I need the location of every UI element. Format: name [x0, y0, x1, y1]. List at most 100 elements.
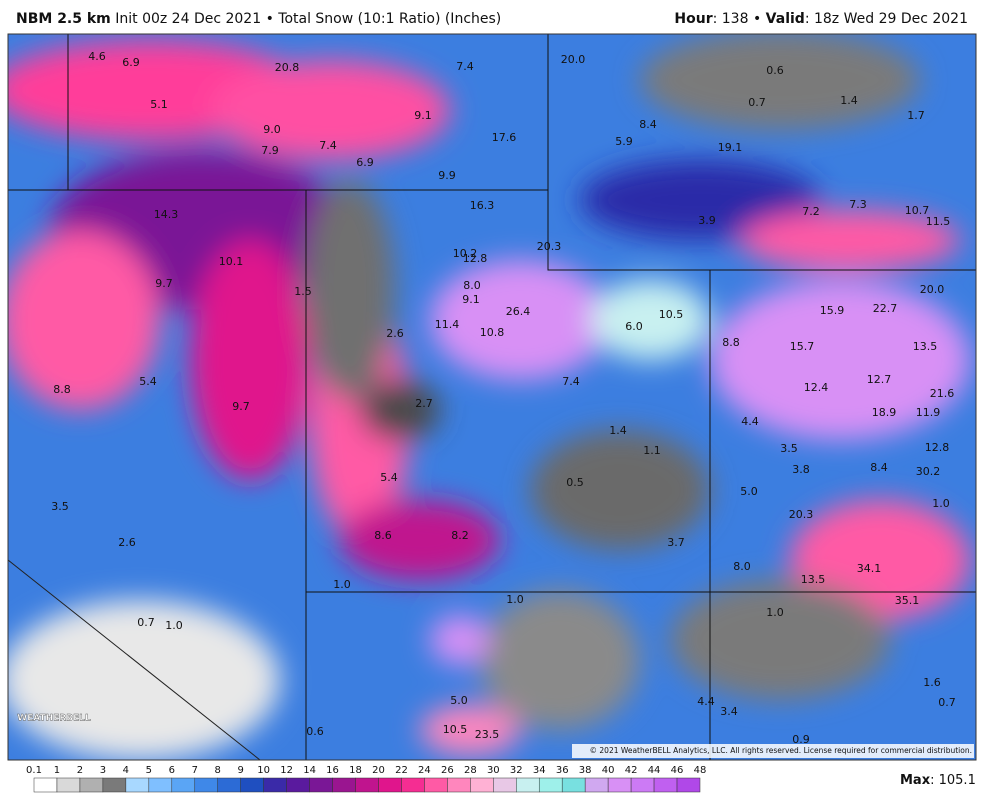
colorbar-tick: 5	[146, 765, 152, 776]
colorbar-tick: 32	[510, 765, 523, 776]
colorbar-tick: 7	[192, 765, 198, 776]
map-label: 18.9	[872, 406, 897, 419]
map-label: 0.5	[566, 476, 584, 489]
map-label: 8.0	[733, 560, 751, 573]
colorbar-tick: 14	[303, 765, 316, 776]
colorbar-swatch	[217, 777, 241, 793]
map-label: 8.6	[374, 529, 392, 542]
map-label: 12.7	[867, 373, 892, 386]
colorbar-tick: 44	[648, 765, 661, 776]
map-label: 10.5	[443, 723, 468, 736]
map-label: 16.3	[470, 199, 495, 212]
colorbar-tick: 16	[326, 765, 339, 776]
snow-field	[8, 34, 976, 760]
map-label: 20.0	[920, 283, 945, 296]
map-label: 8.0	[463, 279, 481, 292]
map-label: 5.4	[380, 471, 398, 484]
map-label: 12.8	[925, 441, 950, 454]
colorbar-tick: 18	[349, 765, 362, 776]
colorbar-swatch	[676, 777, 701, 793]
valid: : 18z Wed 29 Dec 2021	[804, 11, 968, 27]
colorbar-tick: 20	[372, 765, 385, 776]
colorbar-tick: 1	[54, 765, 60, 776]
map-label: 8.2	[451, 529, 469, 542]
hour-label: Hour	[674, 11, 713, 27]
colorbar-swatch	[516, 777, 540, 793]
map-label: 4.4	[741, 415, 759, 428]
map-label: 4.4	[697, 695, 715, 708]
map-label: 15.7	[790, 340, 815, 353]
colorbar-swatch	[125, 777, 150, 793]
colorbar-tick: 42	[625, 765, 638, 776]
colorbar-swatch	[653, 777, 678, 793]
map-label: 30.2	[916, 465, 941, 478]
colorbar-swatch	[401, 777, 425, 793]
colorbar-tick: 48	[694, 765, 707, 776]
colorbar-tick: 26	[441, 765, 454, 776]
map-label: 10.2	[453, 247, 478, 260]
map-label: 13.5	[913, 340, 938, 353]
map-label: 0.7	[938, 696, 956, 709]
colorbar-tick: 22	[395, 765, 408, 776]
map-label: 0.7	[748, 96, 766, 109]
map-label: 2.6	[118, 536, 136, 549]
colorbar-swatch	[33, 777, 58, 793]
map-label: 8.8	[722, 336, 740, 349]
colorbar-tick: 40	[602, 765, 615, 776]
map-label: 3.9	[698, 214, 716, 227]
colorbar-tick: 30	[487, 765, 500, 776]
colorbar-swatch	[148, 777, 173, 793]
map-label: 5.4	[139, 375, 157, 388]
colorbar-swatch	[447, 777, 471, 793]
map-label: 1.0	[932, 497, 950, 510]
logo: WEATHERBELL	[17, 714, 91, 724]
colorbar-swatch	[607, 777, 632, 793]
map-label: 5.9	[615, 135, 633, 148]
map-label: 8.4	[870, 461, 888, 474]
map-label: 3.4	[720, 705, 738, 718]
map-label: 12.8	[463, 252, 488, 265]
model: NBM 2.5 km	[16, 11, 111, 27]
header-left: NBM 2.5 km Init 00z 24 Dec 2021 • Total …	[16, 11, 501, 27]
map-label: 3.7	[667, 536, 685, 549]
map-label: 6.9	[122, 56, 140, 69]
colorbar-swatch	[584, 777, 609, 793]
map-label: 34.1	[857, 562, 882, 575]
map-label: 7.4	[456, 60, 474, 73]
colorbar-tick: 36	[556, 765, 569, 776]
map-label: 3.5	[780, 442, 798, 455]
map-label: 1.1	[643, 444, 661, 457]
map-label: 9.1	[462, 293, 480, 306]
header-right: Hour: 138 • Valid: 18z Wed 29 Dec 2021	[674, 11, 968, 27]
map-label: 20.8	[275, 61, 300, 74]
map-label: 10.1	[219, 255, 244, 268]
map-label: 17.6	[492, 131, 517, 144]
map-label: 10.7	[905, 204, 930, 217]
colorbar-swatch	[424, 777, 448, 793]
map-label: 7.9	[261, 144, 279, 157]
max-label-text: Max	[900, 773, 931, 788]
map-label: 0.7	[137, 616, 155, 629]
map-label: 1.6	[923, 676, 941, 689]
map-label: 1.0	[165, 619, 183, 632]
map-label: 20.3	[537, 240, 562, 253]
colorbar-tick: 2	[77, 765, 83, 776]
map-label: 5.0	[450, 694, 468, 707]
colorbar-swatch	[470, 777, 494, 793]
map-label: 20.3	[789, 508, 814, 521]
map-label: 7.2	[802, 205, 820, 218]
colorbar-tick: 38	[579, 765, 592, 776]
map-label: 14.3	[154, 208, 179, 221]
map-label: 3.8	[792, 463, 810, 476]
colorbar-swatch	[286, 777, 310, 793]
map-label: 10.5	[659, 308, 684, 321]
map-label: 9.9	[438, 169, 456, 182]
map-label: 15.9	[820, 304, 845, 317]
map-label: 9.7	[232, 400, 250, 413]
map-label: 5.1	[150, 98, 168, 111]
colorbar-swatch	[630, 777, 655, 793]
colorbar-swatch	[56, 777, 81, 793]
map-label: 0.6	[766, 64, 784, 77]
map-label: 13.5	[801, 573, 826, 586]
